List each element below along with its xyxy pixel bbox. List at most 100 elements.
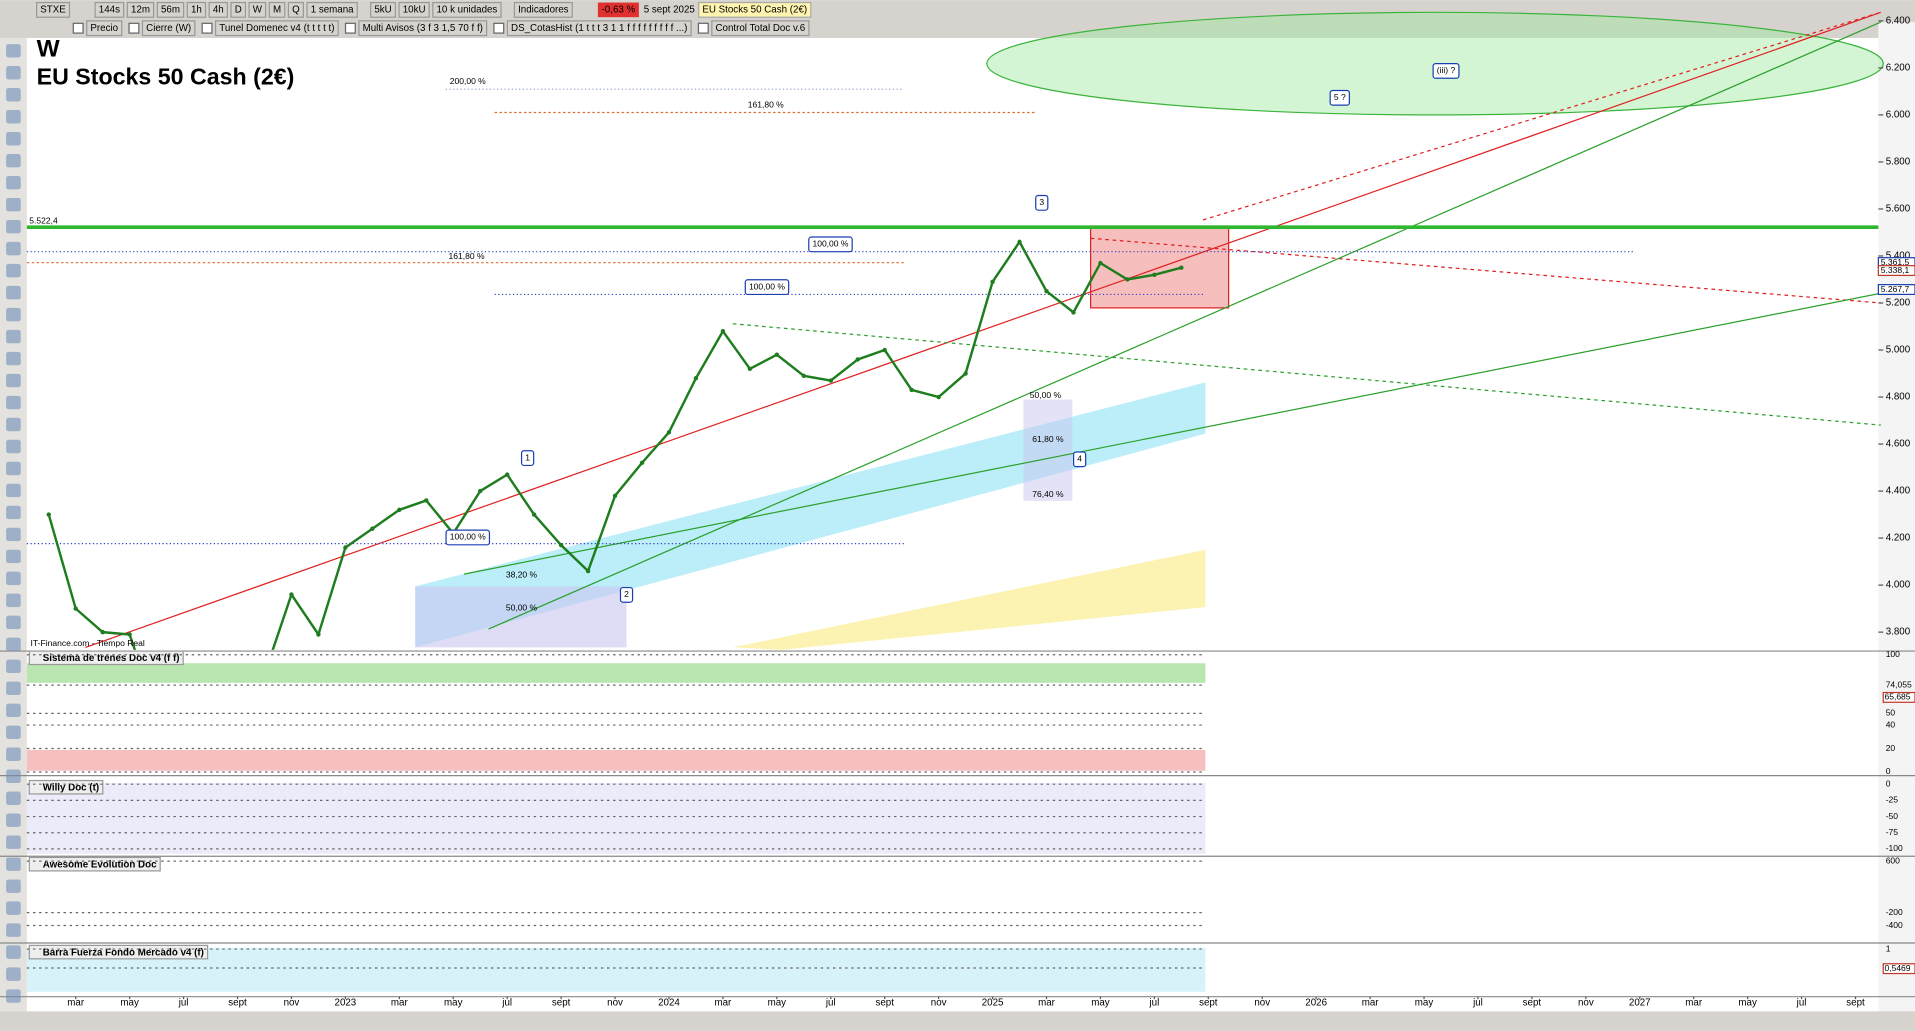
tool-icon[interactable] [6, 747, 21, 761]
timeframe-button-frame[interactable] [230, 1, 247, 18]
timeframe-button-frame[interactable] [156, 1, 185, 18]
tool-icon[interactable] [6, 659, 21, 674]
tool-icon[interactable] [6, 483, 21, 498]
tool-icon[interactable] [6, 505, 21, 520]
indicator-checkbox[interactable] [72, 22, 84, 34]
tool-icon[interactable] [6, 197, 21, 212]
period-select-frame[interactable] [306, 1, 358, 18]
y-tick-label: 4.200 [1886, 533, 1911, 544]
indicator-checkbox[interactable] [493, 22, 505, 34]
price-point [235, 743, 239, 747]
indicator-tab[interactable]: Precio [90, 23, 118, 34]
timeframe-button[interactable]: 144s [99, 4, 120, 15]
tool-icon[interactable] [6, 153, 21, 168]
unit-select-frame[interactable] [432, 1, 502, 18]
tool-icon[interactable] [6, 110, 21, 124]
unit-button-frame[interactable] [398, 1, 430, 18]
indicator-tab-frame[interactable] [86, 20, 123, 37]
tool-icon[interactable] [6, 571, 21, 586]
timeframe-button[interactable]: Q [292, 4, 300, 15]
indicators-button[interactable]: Indicadores [518, 4, 569, 15]
timeframe-button[interactable]: W [253, 4, 263, 15]
tool-icon[interactable] [6, 769, 21, 783]
tool-icon[interactable] [6, 417, 21, 432]
tool-icon[interactable] [6, 615, 21, 630]
timeframe-button-frame[interactable] [94, 1, 125, 18]
tool-icon[interactable] [6, 132, 21, 146]
tool-icon[interactable] [6, 439, 21, 454]
timeframe-button-frame[interactable] [287, 1, 304, 18]
tool-icon[interactable] [6, 989, 21, 1003]
timeframe-button[interactable]: M [273, 4, 281, 15]
symbol-button[interactable]: STXE [40, 4, 66, 15]
timeframe-button-frame[interactable] [208, 1, 228, 18]
tool-icon[interactable] [6, 219, 21, 234]
indicator-tab-frame[interactable] [506, 20, 692, 37]
tool-icon[interactable] [6, 527, 21, 542]
value-tag [1882, 691, 1915, 703]
tool-icon[interactable] [6, 307, 21, 322]
tool-icon[interactable] [6, 857, 21, 871]
tool-icon[interactable] [6, 967, 21, 981]
x-tick-label: sept [552, 997, 571, 1008]
tool-icon[interactable] [6, 549, 21, 564]
tool-icon[interactable] [6, 901, 21, 915]
tool-icon[interactable] [6, 329, 21, 344]
unit-button[interactable]: 5kU [374, 4, 391, 15]
indicator-tab-frame[interactable] [358, 20, 488, 37]
indicator-tab-frame[interactable] [215, 20, 339, 37]
tool-icon[interactable] [6, 263, 21, 278]
indicator-tab-frame[interactable] [141, 20, 196, 37]
period-select[interactable]: 1 semana [311, 4, 354, 15]
x-tick-label: mar [1038, 997, 1056, 1008]
annotation-box [445, 529, 491, 546]
tool-icon[interactable] [6, 879, 21, 893]
unit-button-frame[interactable] [370, 1, 396, 18]
tool-icon[interactable] [6, 88, 21, 102]
tool-icon[interactable] [6, 66, 21, 80]
tool-icon[interactable] [6, 175, 21, 190]
tool-icon[interactable] [6, 593, 21, 608]
tool-icon[interactable] [6, 725, 21, 739]
indicator-tab[interactable]: Tunel Domenec v4 (t t t t t) [219, 23, 334, 34]
indicator-tab-frame[interactable] [711, 20, 810, 37]
tool-icon[interactable] [6, 461, 21, 476]
timeframe-button-frame[interactable] [248, 1, 267, 18]
unit-button[interactable]: 10kU [403, 4, 426, 15]
indicator-checkbox[interactable] [201, 22, 213, 34]
unit-select[interactable]: 10 k unidades [437, 4, 498, 15]
timeframe-button[interactable]: 12m [131, 4, 150, 15]
tool-icon[interactable] [6, 44, 21, 58]
timeframe-button[interactable]: D [235, 4, 242, 15]
tool-icon[interactable] [6, 351, 21, 366]
tool-icon[interactable] [6, 681, 21, 696]
indicator-tab[interactable]: DS_CotasHist (1 t t t 3 1 1 f f f f f f … [511, 23, 687, 34]
tool-icon[interactable] [6, 241, 21, 256]
tool-icon[interactable] [6, 285, 21, 300]
tool-icon[interactable] [6, 373, 21, 388]
tool-icon[interactable] [6, 395, 21, 410]
x-tick-label: 2027 [1629, 997, 1651, 1008]
indicator-tab[interactable]: Control Total Doc v.6 [716, 23, 806, 34]
indicator-checkbox[interactable] [128, 22, 140, 34]
symbol-button-frame[interactable] [36, 1, 71, 18]
indicators-button-frame[interactable] [513, 1, 573, 18]
tool-icon[interactable] [6, 637, 21, 652]
indicator-checkbox[interactable] [697, 22, 709, 34]
tool-icon[interactable] [6, 835, 21, 849]
timeframe-button-frame[interactable] [268, 1, 286, 18]
tool-icon[interactable] [6, 703, 21, 718]
indicator-tab[interactable]: Multi Avisos (3 f 3 1,5 70 f f) [363, 23, 483, 34]
tool-icon[interactable] [6, 923, 21, 937]
indicator-tab[interactable]: Cierre (W) [146, 23, 191, 34]
timeframe-button-frame[interactable] [186, 1, 207, 18]
indicator-checkbox[interactable] [344, 22, 356, 34]
price-point [774, 352, 780, 357]
timeframe-button-frame[interactable] [126, 1, 155, 18]
timeframe-button[interactable]: 4h [213, 4, 224, 15]
tool-icon[interactable] [6, 813, 21, 827]
tool-icon[interactable] [6, 945, 21, 959]
timeframe-button[interactable]: 56m [161, 4, 180, 15]
tool-icon[interactable] [6, 791, 21, 805]
timeframe-button[interactable]: 1h [191, 4, 202, 15]
